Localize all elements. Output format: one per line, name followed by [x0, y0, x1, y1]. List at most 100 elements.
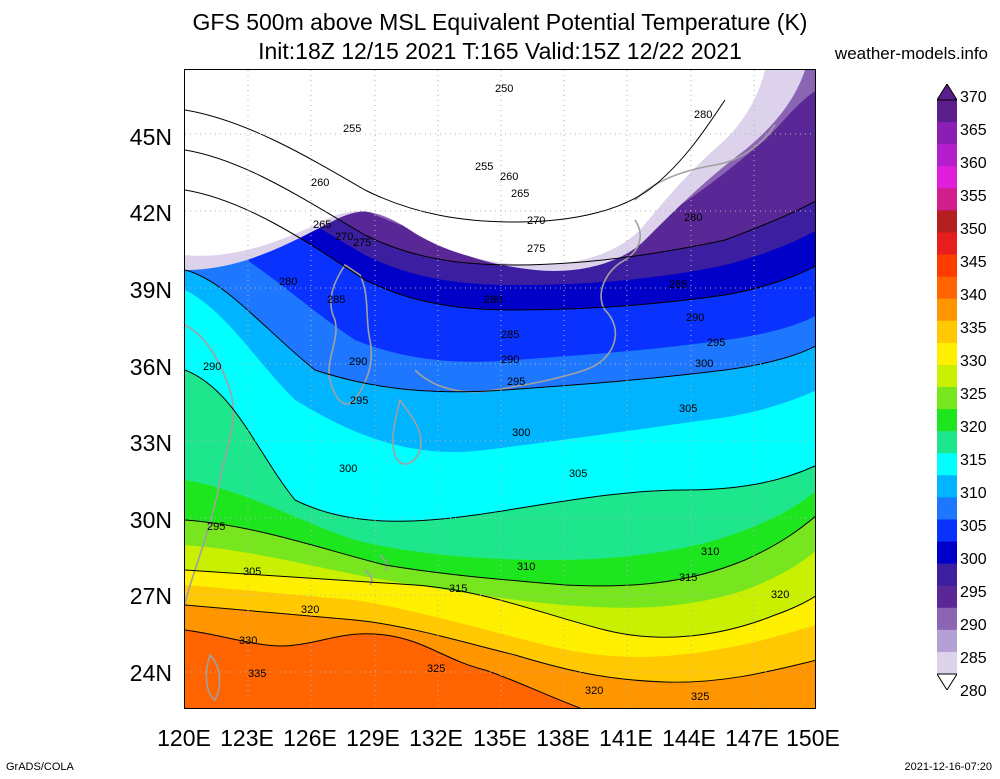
lat-label: 42N	[129, 200, 172, 226]
contour-label: 285	[501, 329, 519, 341]
lon-label: 123E	[220, 725, 274, 751]
colorbar-label: 340	[960, 287, 987, 304]
colorbar-label: 280	[960, 683, 987, 700]
colorbar-label: 355	[960, 188, 987, 205]
coastline-china	[185, 324, 235, 606]
colorbar-swatch	[937, 607, 957, 631]
colorbar-swatch	[937, 651, 957, 675]
colorbar-swatch	[937, 475, 957, 498]
map-svg: 250 255 255 260 260 265 265 270 270 275 …	[185, 70, 815, 708]
lat-label: 27N	[129, 583, 172, 609]
contour-line-335	[185, 629, 582, 708]
contour-label: 305	[679, 403, 697, 415]
lon-label: 135E	[473, 725, 527, 751]
contour-line-315	[185, 569, 815, 638]
coastline-taiwan	[205, 653, 221, 702]
contour-label: 270	[335, 231, 353, 243]
contour-label: 265	[313, 219, 331, 231]
lat-label: 45N	[129, 124, 172, 150]
contour-line-325	[185, 604, 815, 683]
colorbar-label: 310	[960, 485, 987, 502]
colorbar-swatch	[937, 122, 957, 145]
contour-label: 285	[327, 294, 345, 306]
colorbar-swatch	[937, 431, 957, 454]
contour-label: 260	[500, 171, 518, 183]
colorbar-swatch	[937, 276, 957, 300]
colorbar-label: 300	[960, 551, 987, 568]
contour-label: 305	[243, 566, 261, 578]
colorbar-label: 295	[960, 584, 987, 601]
colorbar-label: 320	[960, 419, 987, 436]
colorbar-label: 315	[960, 452, 987, 469]
colorbar-label: 285	[960, 650, 987, 667]
colorbar-swatch	[937, 629, 957, 653]
colorbar-swatch	[937, 166, 957, 189]
lon-label: 132E	[409, 725, 463, 751]
contour-line-305	[185, 516, 815, 587]
colorbar-swatch	[937, 541, 957, 565]
contour-label: 300	[695, 358, 713, 370]
colorbar-swatch	[937, 100, 957, 123]
coastline-islands	[364, 554, 388, 586]
colorbar-label: 330	[960, 353, 987, 370]
cold-region-fill	[185, 70, 765, 265]
contour-line-285	[185, 269, 815, 393]
contour-label: 275	[353, 237, 371, 249]
colorbar-swatch	[937, 254, 957, 278]
colorbar-label: 335	[960, 320, 987, 337]
colorbar-swatch	[937, 342, 957, 366]
colorbar-swatch	[937, 497, 957, 520]
contour-label: 315	[449, 583, 467, 595]
colorbar-swatch	[937, 453, 957, 476]
colorbar-swatch	[937, 298, 957, 322]
contour-label: 290	[501, 354, 519, 366]
contour-label: 255	[475, 161, 493, 173]
colorbar-bottom-arrow	[937, 673, 957, 690]
lon-label: 129E	[346, 725, 400, 751]
colorbar-swatch	[937, 563, 957, 587]
contour-label: 330	[239, 635, 257, 647]
contour-label: 280	[694, 109, 712, 121]
lon-label: 120E	[157, 725, 211, 751]
contour-line-255	[185, 99, 726, 223]
lat-label: 39N	[129, 277, 172, 303]
colorbar-swatch	[937, 364, 957, 388]
contour-label: 280	[279, 276, 297, 288]
contour-label: 290	[203, 361, 221, 373]
colorbar-swatch	[937, 585, 957, 609]
colorbar-swatch	[937, 519, 957, 543]
footer-software-label: GrADS/COLA	[6, 761, 74, 773]
contour-label: 310	[517, 561, 535, 573]
colorbar-label: 350	[960, 221, 987, 238]
contour-label: 325	[427, 663, 445, 675]
contour-label: 315	[679, 572, 697, 584]
lat-label: 24N	[129, 660, 172, 686]
coastline-kyushu	[392, 398, 422, 465]
contour-label: 295	[207, 521, 225, 533]
colorbar-label: 290	[960, 617, 987, 634]
lon-label: 141E	[599, 725, 653, 751]
contour-label: 320	[585, 685, 603, 697]
contour-label: 320	[771, 589, 789, 601]
lon-label: 150E	[786, 725, 840, 751]
colorbar-swatch	[937, 144, 957, 167]
contour-label: 285	[669, 279, 687, 291]
lon-label: 144E	[662, 725, 716, 751]
contour-label: 335	[248, 668, 266, 680]
contour-label: 305	[569, 468, 587, 480]
contour-label: 270	[527, 215, 545, 227]
contour-label: 255	[343, 123, 361, 135]
colorbar-label: 370	[960, 89, 987, 106]
footer-timestamp: 2021-12-16-07:20	[904, 761, 992, 773]
contour-label: 310	[701, 546, 719, 558]
lon-label: 147E	[725, 725, 779, 751]
contour-line-295	[185, 369, 815, 522]
colorbar-swatch	[937, 210, 957, 233]
colorbar-swatch	[937, 409, 957, 432]
colorbar-label: 325	[960, 386, 987, 403]
colorbar-label: 305	[960, 518, 987, 535]
colorbar-top-arrow	[937, 84, 957, 101]
contour-line-265	[185, 149, 815, 266]
contour-label: 295	[507, 376, 525, 388]
